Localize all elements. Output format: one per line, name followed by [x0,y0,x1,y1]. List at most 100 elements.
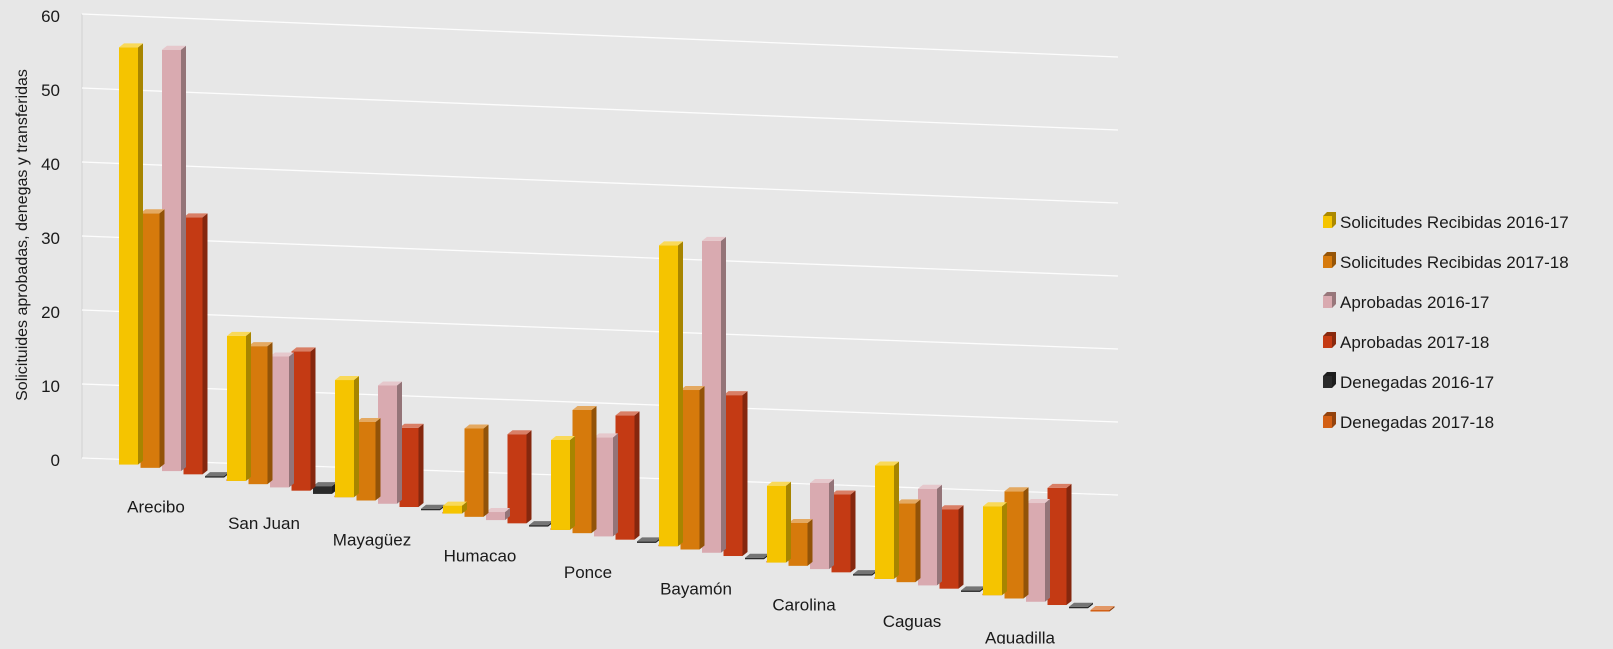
bar-front [183,217,203,475]
bar-front [140,213,160,468]
legend-swatch [1323,216,1332,228]
legend: Solicitudes Recibidas 2016-17 Solicitudes… [1323,212,1569,432]
bar [572,405,597,534]
bar [1026,499,1050,602]
bar [335,376,359,498]
y-tick-label: 20 [41,303,60,322]
bar-top [1004,487,1029,492]
bar-top [529,521,553,526]
x-tick-label: Arecibo [127,498,185,517]
bar-top [896,499,921,504]
bar-side [289,352,294,488]
gridline [81,161,1119,204]
bar-front [291,351,311,491]
x-tick-label: Mayagüez [333,530,411,549]
legend-swatch [1323,296,1332,308]
bar-side [505,508,510,521]
legend-item: Solicitudes Recibidas 2016-17 [1323,212,1569,232]
bar-side [202,213,208,475]
bar-front [551,439,570,530]
y-tick-label: 30 [41,229,60,248]
y-tick-label: 60 [41,7,60,26]
x-tick-label: Ponce [564,563,612,582]
bar-top [248,342,273,347]
bar-front [1090,610,1110,612]
bar-front [205,476,224,478]
bar-front [918,488,937,586]
bar-top [270,352,294,357]
bar-front [637,541,656,543]
bar-front [486,512,505,521]
bar-top [659,241,683,246]
bar-side [591,405,597,534]
legend-label: Denegadas 2016-17 [1340,373,1494,392]
bar-front [615,415,635,540]
bar-side [159,209,165,468]
bar [313,482,337,494]
bar-top [443,501,467,506]
legend-swatch [1323,376,1332,388]
bar [702,236,726,553]
bar [983,502,1007,596]
x-tick-label: Carolina [772,596,836,615]
bar-front [421,508,440,511]
bar [788,518,813,566]
legend-label: Aprobadas 2017-18 [1340,333,1489,352]
bar-side [1045,499,1050,602]
bar [615,411,640,540]
bar [1047,483,1072,606]
bar-front [356,422,376,501]
legend-item: Denegadas 2016-17 [1323,372,1494,392]
bar-front [983,506,1002,596]
bar-front [875,465,894,579]
bar-top [551,435,575,440]
legend-swatch [1323,336,1332,348]
bar-top [227,331,251,336]
bar-top [486,508,510,513]
bar-top [702,236,726,241]
bar-front [443,505,462,514]
bar [378,381,402,504]
bar-side [138,43,143,465]
bar-top [335,376,359,381]
x-tick-labels: Arecibo San Juan Mayagüez Humacao Ponce Bayam… [127,498,1055,648]
bar-top [983,502,1007,507]
bar [270,352,294,488]
bar-top [810,478,834,483]
gridline [81,235,1119,277]
bar-front [507,434,527,524]
bar [831,490,856,573]
bar-side [1002,502,1007,596]
bar-top [831,490,856,495]
bar-side [375,418,381,501]
bar [1090,606,1115,612]
bar [464,424,489,517]
bar-front [378,385,397,504]
bar-top [205,472,229,477]
bar-top [421,504,445,509]
bar-front [702,240,721,553]
bar [507,430,532,524]
bar-top [399,423,424,428]
x-tick-label: Aguadilla [985,628,1055,644]
bar-side [958,505,964,589]
bar-top [162,45,186,50]
bar-front [529,525,548,527]
bar-front [680,390,700,550]
bars [119,43,1115,612]
legend-item: Solicitudes Recibidas 2017-18 [1323,252,1569,272]
bar-top [594,433,618,438]
bar-top [356,418,381,423]
bar [119,43,143,465]
legend-label: Aprobadas 2016-17 [1340,293,1489,312]
bar-side [850,490,856,573]
bar-front [853,574,872,576]
bar [399,423,424,508]
bar-front [939,509,959,589]
x-tick-label: Bayamón [660,579,732,598]
bar-top [723,391,748,396]
bar-front [961,590,980,592]
bar [637,537,661,543]
x-tick-label: Caguas [883,612,942,631]
bar-side [699,386,705,550]
